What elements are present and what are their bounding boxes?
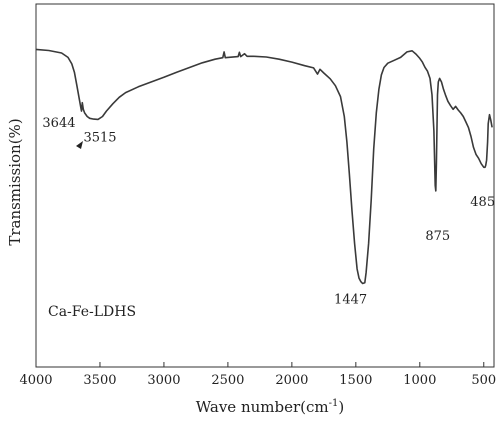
x-tick-label-3500: 3500 (83, 373, 116, 388)
peak-labels: 3644 3515 1447 875 485 (42, 116, 495, 307)
x-tick-label-2500: 2500 (211, 373, 244, 388)
x-axis-ticks (35, 362, 485, 367)
x-axis-label-superscript: -1 (329, 398, 339, 409)
x-axis-label-main: Wave number(cm (196, 398, 329, 416)
x-tick-label-4000: 4000 (19, 373, 52, 388)
peak-label-3644: 3644 (42, 116, 75, 131)
x-tick-label-2000: 2000 (275, 373, 308, 388)
peak-label-3515: 3515 (83, 130, 116, 145)
x-axis-tick-labels: 4000 3500 3000 2500 2000 1500 1000 500 (19, 373, 496, 388)
plot-frame (35, 3, 495, 368)
peak-label-485: 485 (470, 195, 495, 210)
x-tick-label-3000: 3000 (147, 373, 180, 388)
x-axis-label: Wave number(cm-1) (196, 398, 344, 416)
series-line (35, 48, 493, 285)
peak-label-875: 875 (425, 229, 450, 244)
x-tick-label-500: 500 (471, 373, 496, 388)
x-tick-label-1000: 1000 (403, 373, 436, 388)
peak-arrowhead-3644 (76, 141, 83, 149)
y-axis-label: Transmission(%) (6, 118, 24, 245)
annotation-sample-label: Ca-Fe-LDHS (48, 304, 136, 320)
x-tick-label-1500: 1500 (339, 373, 372, 388)
x-axis-label-close: ) (338, 398, 344, 416)
peak-label-1447: 1447 (334, 293, 367, 308)
